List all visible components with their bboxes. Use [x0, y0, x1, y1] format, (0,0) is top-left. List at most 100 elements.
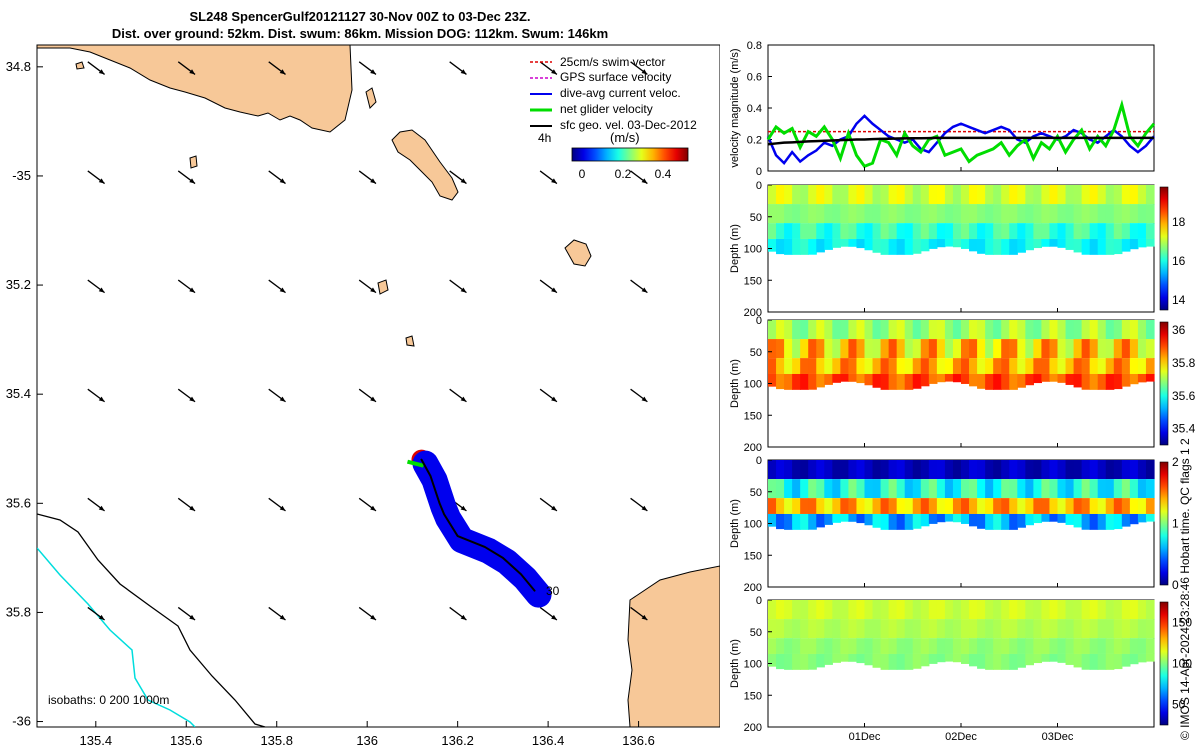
- section-cell: [928, 460, 938, 480]
- section-cell: [977, 223, 986, 239]
- map-xtick-label: 136.2: [441, 733, 474, 748]
- section-cell: [985, 479, 994, 499]
- surface-velocity-vectors: [87, 61, 648, 621]
- section-cell: [872, 479, 882, 499]
- section-cell: [896, 339, 906, 359]
- section-cell: [961, 653, 970, 664]
- section-cell: [1001, 185, 1010, 205]
- section-cell: [1097, 653, 1107, 670]
- section-cell: [1089, 358, 1099, 374]
- section-cell: [1129, 204, 1139, 224]
- section-cell: [1105, 479, 1115, 499]
- section-cell: [784, 185, 793, 205]
- section-cell: [824, 204, 833, 224]
- section-cell: [896, 460, 906, 480]
- section-cell: [1049, 373, 1059, 382]
- section-cell: [832, 373, 841, 383]
- section-cell: [912, 204, 922, 224]
- section-cell: [888, 498, 898, 514]
- section-cell: [1009, 513, 1018, 530]
- section-cell: [824, 498, 833, 514]
- section-cell: [1137, 185, 1147, 205]
- map-axes: 135.4 135.6 135.8 136 136.2 136.4 136.6 34.8 -35…: [6, 59, 655, 748]
- section-cell: [1089, 320, 1099, 340]
- section-cell: [1129, 513, 1139, 525]
- map-xtick-label: 135.8: [260, 733, 293, 748]
- section-cell: [1081, 600, 1091, 620]
- section-cell: [904, 498, 914, 514]
- section-cell: [1145, 373, 1155, 382]
- section-cell: [985, 600, 994, 620]
- section-ytick-label: 100: [744, 244, 762, 256]
- section-ylabel: Depth (m): [729, 359, 741, 408]
- legend-dive-avg: dive-avg current veloc.: [560, 86, 681, 100]
- section-cell: [969, 513, 978, 527]
- section-cell: [816, 339, 825, 359]
- section-cell: [1057, 619, 1067, 639]
- section-cell: [1049, 460, 1059, 480]
- section-cell: [1033, 600, 1043, 620]
- section-cell: [961, 479, 970, 499]
- section-cell: [993, 653, 1002, 670]
- section-cell: [1017, 619, 1026, 639]
- section-cell: [1009, 185, 1018, 205]
- section-cell: [1041, 185, 1051, 205]
- section-cell: [856, 238, 866, 249]
- section-cell: [1001, 460, 1010, 480]
- section-cell: [896, 358, 906, 374]
- section-cell: [920, 373, 930, 387]
- section-cell: [944, 358, 954, 374]
- section-cell: [1129, 373, 1139, 385]
- section-cell: [848, 185, 858, 205]
- sfc-vector-head: [98, 178, 105, 184]
- section-cell: [840, 653, 850, 662]
- section-cell: [944, 513, 954, 522]
- section-cell: [1017, 638, 1026, 654]
- section-cell: [904, 479, 914, 499]
- section-cell: [1113, 339, 1123, 359]
- section-cell: [1137, 619, 1147, 639]
- section-cell: [816, 653, 825, 668]
- section-cell: [1073, 600, 1083, 620]
- cbar-tick-label: 16: [1172, 254, 1186, 268]
- section-cell: [961, 498, 970, 514]
- sfc-vector-head: [551, 505, 557, 511]
- section-cell: [1105, 185, 1115, 205]
- section-cell: [1025, 479, 1034, 499]
- section-cell: [800, 204, 809, 224]
- section-cell: [928, 185, 938, 205]
- section-cell: [1065, 498, 1075, 514]
- section-cell: [928, 619, 938, 639]
- section-cell: [961, 619, 970, 639]
- section-cell: [993, 619, 1002, 639]
- section-cell: [977, 479, 986, 499]
- section-cell: [1041, 513, 1051, 522]
- cbar-tick-label: 14: [1172, 293, 1186, 307]
- section-cell: [1121, 238, 1131, 252]
- section-cell: [961, 638, 970, 654]
- section-cell: [1049, 204, 1059, 224]
- sfc-vector-head: [370, 396, 376, 402]
- section-cell: [1105, 498, 1115, 514]
- section-cell: [952, 638, 962, 654]
- section-cell: [961, 320, 970, 340]
- section-cell: [1009, 339, 1018, 359]
- sfc-vector-head: [460, 505, 467, 511]
- section-cell: [1089, 204, 1099, 224]
- section-cell: [993, 513, 1002, 530]
- section-cell: [1081, 619, 1091, 639]
- section-cell: [1025, 513, 1034, 526]
- section-cell: [912, 320, 922, 340]
- section-cell: [1009, 638, 1018, 654]
- section-cell: [993, 638, 1002, 654]
- section-cell: [896, 498, 906, 514]
- chart-title-line2: Dist. over ground: 52km. Dist. swum: 86k…: [111, 26, 609, 41]
- section-cell: [832, 498, 841, 514]
- sfc-vector-head: [551, 69, 557, 75]
- section-cell: [816, 238, 825, 253]
- section-cell: [993, 358, 1002, 374]
- section-cell: [1009, 600, 1018, 620]
- section-cell: [1057, 498, 1067, 514]
- section-cell: [977, 238, 986, 254]
